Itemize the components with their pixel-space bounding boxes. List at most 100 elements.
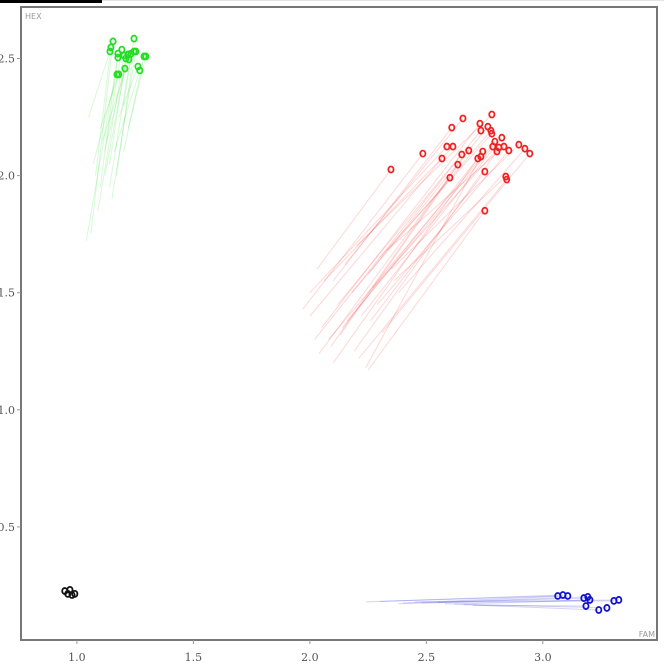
data-point	[125, 55, 133, 64]
data-point	[488, 129, 496, 138]
data-point	[481, 167, 489, 176]
data-point	[595, 606, 603, 614]
data-point	[106, 47, 114, 56]
trail-line	[393, 176, 507, 282]
data-point	[615, 596, 623, 604]
data-point	[130, 34, 138, 43]
data-point	[107, 43, 115, 52]
data-point	[481, 206, 489, 215]
data-point	[503, 175, 511, 184]
top-bar	[0, 0, 102, 3]
data-point	[498, 133, 506, 142]
trail-line	[97, 55, 125, 211]
trail-line	[85, 57, 119, 242]
data-point	[500, 142, 508, 151]
trail-line	[302, 153, 424, 310]
trail-line	[118, 66, 139, 118]
trail-line	[346, 146, 494, 322]
trail-line	[472, 604, 586, 607]
trail-line	[111, 51, 137, 200]
data-point	[71, 589, 79, 598]
trail-line	[99, 74, 120, 129]
data-point	[505, 146, 513, 155]
trail-line	[314, 154, 463, 340]
data-point	[114, 49, 122, 58]
trail-line	[342, 158, 479, 329]
trail-line	[330, 164, 459, 347]
trail-line	[444, 603, 607, 609]
trail-line	[106, 54, 129, 141]
data-point	[603, 604, 611, 612]
trail-line	[398, 148, 526, 294]
data-point	[521, 144, 529, 153]
trail-line	[90, 41, 114, 235]
data-point	[459, 114, 467, 123]
data-point	[564, 592, 572, 600]
data-point	[493, 147, 501, 156]
x-tick-label: 1.0	[68, 651, 86, 664]
trail-line	[360, 137, 503, 317]
trail-line	[351, 130, 492, 294]
trail-line	[367, 210, 486, 371]
trail-line	[339, 177, 451, 336]
data-point	[438, 154, 446, 163]
trail-line	[353, 151, 498, 352]
y-axis-label: HEX	[25, 12, 42, 21]
data-point	[121, 64, 129, 73]
trail-line	[365, 156, 482, 368]
x-tick-label: 1.5	[185, 651, 203, 664]
trail-line	[367, 126, 489, 275]
x-tick-label: 3.0	[534, 651, 552, 664]
trail-line	[328, 141, 496, 340]
trail-line	[92, 74, 118, 165]
trail-line	[463, 604, 599, 611]
y-tick-label: 2.5	[0, 53, 15, 66]
trail-line	[370, 171, 486, 322]
data-point	[115, 70, 123, 79]
data-point	[387, 165, 395, 174]
trail-line	[372, 147, 500, 289]
data-point	[489, 142, 497, 151]
data-point	[448, 123, 456, 132]
data-point	[526, 149, 534, 158]
trail-line	[95, 47, 112, 176]
trail-line	[316, 169, 392, 270]
trail-line	[386, 146, 505, 251]
data-point	[142, 52, 150, 61]
trail-line	[104, 68, 126, 176]
data-point	[114, 53, 122, 62]
data-point	[586, 596, 594, 604]
trail-line	[309, 158, 443, 317]
trail-line	[403, 595, 568, 604]
x-tick-label: 2.5	[418, 651, 436, 664]
data-point	[465, 146, 473, 155]
trail-line	[102, 59, 130, 141]
data-point	[446, 173, 454, 182]
trail-line	[88, 51, 111, 118]
data-point	[477, 126, 485, 135]
trail-line	[109, 53, 132, 188]
data-point	[449, 142, 457, 151]
trail-line	[344, 118, 464, 265]
trail-line	[116, 51, 135, 176]
data-point	[458, 150, 466, 159]
trail-line	[365, 595, 558, 603]
trail-line	[379, 594, 563, 602]
data-point	[454, 160, 462, 169]
trail-line	[337, 130, 482, 305]
y-tick-label: 2.0	[0, 170, 15, 183]
data-point	[476, 119, 484, 128]
trail-line	[318, 150, 470, 354]
trail-line	[109, 58, 127, 164]
x-tick-label: 2.0	[301, 651, 319, 664]
y-tick-label: 1.5	[0, 287, 15, 300]
trail-line	[321, 123, 481, 329]
x-axis-label: FAM	[639, 630, 655, 639]
trail-lines	[85, 38, 619, 611]
plot-frame	[20, 6, 658, 641]
trail-line	[381, 153, 531, 333]
trail-line	[391, 144, 520, 270]
trail-line	[398, 597, 584, 605]
trail-line	[454, 599, 590, 605]
